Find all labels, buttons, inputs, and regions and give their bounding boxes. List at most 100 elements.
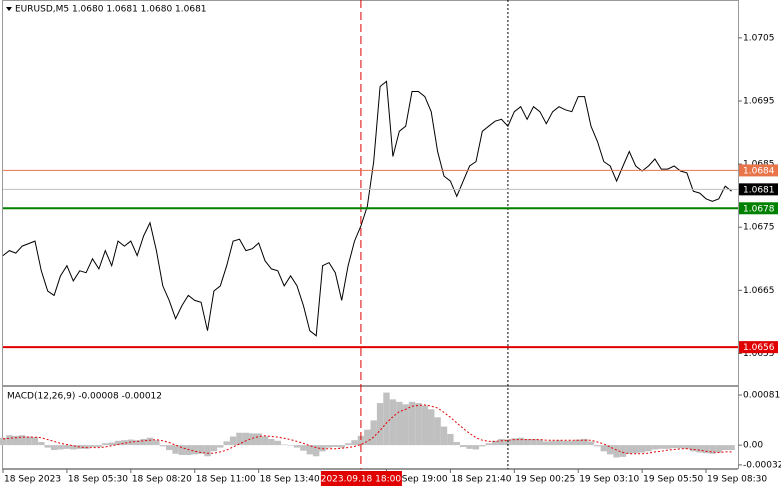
macd-bar bbox=[651, 445, 659, 450]
macd-bar bbox=[159, 445, 166, 447]
macd-bar bbox=[568, 440, 576, 446]
y-tick-label: 0.00081 bbox=[743, 391, 780, 401]
macd-bar bbox=[197, 445, 205, 454]
macd-bar bbox=[562, 440, 569, 446]
macd-bar bbox=[325, 445, 333, 448]
price-level-box bbox=[739, 341, 778, 354]
macd-bar bbox=[658, 445, 665, 449]
macd-bar bbox=[498, 438, 505, 446]
macd-bar bbox=[575, 439, 582, 446]
macd-bar bbox=[466, 445, 473, 449]
y-tick-label: 1.0655 bbox=[743, 349, 775, 359]
macd-bar bbox=[242, 432, 250, 446]
y-tick-label: 1.0705 bbox=[743, 33, 775, 43]
macd-bar bbox=[25, 436, 32, 446]
y-tick-label: 1.0665 bbox=[743, 286, 775, 296]
macd-bar bbox=[613, 445, 620, 458]
macd-bar bbox=[370, 420, 377, 446]
macd-bar bbox=[338, 445, 345, 448]
macd-bar bbox=[344, 443, 352, 446]
macd-bar bbox=[421, 405, 429, 446]
price-line bbox=[2, 80, 732, 337]
macd-bar bbox=[459, 445, 467, 447]
x-tick-label: 18 Sep 13:40 bbox=[260, 475, 320, 485]
macd-bar bbox=[229, 436, 237, 446]
macd-bar bbox=[18, 435, 26, 446]
macd-bar bbox=[204, 445, 211, 457]
macd-bar bbox=[12, 435, 19, 446]
x-tick-label: 19 Sep 05:50 bbox=[643, 475, 703, 485]
macd-bar bbox=[210, 445, 218, 452]
macd-bar bbox=[728, 445, 735, 451]
y-tick-label: 1.0675 bbox=[743, 223, 775, 233]
macd-bar bbox=[428, 409, 435, 446]
macd-bar bbox=[511, 438, 518, 446]
macd-bar bbox=[485, 443, 492, 446]
price-level-label: 1.0681 bbox=[743, 185, 775, 195]
macd-bar bbox=[172, 445, 179, 454]
macd-bar bbox=[185, 445, 192, 456]
macd-bar bbox=[523, 438, 531, 446]
macd-bar bbox=[396, 401, 403, 446]
title-arrow bbox=[6, 7, 12, 11]
macd-bar bbox=[82, 445, 90, 449]
main-panel-frame bbox=[2, 0, 739, 386]
macd-bar bbox=[332, 445, 339, 447]
x-tick-label: 18 Sep 11:00 bbox=[196, 475, 256, 485]
macd-bar bbox=[702, 445, 710, 454]
macd-bar bbox=[530, 438, 537, 446]
macd-bar bbox=[306, 445, 313, 455]
macd-bar bbox=[491, 440, 499, 446]
macd-bar bbox=[249, 433, 256, 446]
macd-bar bbox=[102, 443, 109, 446]
crosshair-label-box bbox=[320, 471, 402, 486]
macd-bar bbox=[121, 440, 128, 446]
macd-bar bbox=[402, 404, 409, 446]
macd-bar bbox=[722, 445, 729, 451]
macd-bar bbox=[479, 445, 486, 447]
macd-bar bbox=[165, 445, 173, 451]
x-tick-label: 19 Sep 03:10 bbox=[579, 475, 639, 485]
macd-bar bbox=[261, 436, 269, 446]
macd-bar bbox=[696, 445, 703, 453]
macd-bar bbox=[517, 437, 524, 446]
macd-bar bbox=[70, 445, 77, 450]
macd-bar bbox=[683, 445, 691, 449]
x-tick-label: 18 Sep 08:20 bbox=[132, 475, 192, 485]
macd-bar bbox=[408, 401, 416, 446]
macd-bar bbox=[549, 440, 556, 446]
chart-title: EURUSD,M5 1.0680 1.0681 1.0680 1.0681 bbox=[15, 5, 207, 15]
x-tick-label: 19 Sep 08:30 bbox=[707, 475, 767, 485]
macd-bar bbox=[677, 445, 684, 449]
macd-bar bbox=[153, 440, 160, 446]
macd-bar bbox=[670, 445, 678, 449]
macd-bar bbox=[447, 433, 454, 446]
y-tick-label: 1.0695 bbox=[743, 96, 775, 106]
x-tick-label: 18 Sep 19:00 bbox=[387, 475, 447, 485]
macd-bar bbox=[690, 445, 697, 452]
macd-bar bbox=[50, 445, 58, 451]
macd-bar bbox=[619, 445, 627, 457]
macd-bar bbox=[715, 445, 723, 453]
macd-bar bbox=[638, 445, 646, 453]
price-level-box bbox=[739, 183, 778, 196]
macd-bar bbox=[293, 445, 301, 448]
macd-bar bbox=[140, 438, 147, 446]
macd-bar bbox=[274, 440, 282, 446]
macd-bar bbox=[440, 426, 448, 446]
macd-bar bbox=[626, 445, 633, 454]
macd-bar bbox=[472, 445, 480, 450]
macd-bar bbox=[389, 399, 397, 446]
macd-bar bbox=[709, 445, 716, 454]
macd-bar bbox=[504, 439, 512, 446]
macd-bar bbox=[581, 438, 588, 446]
macd-bar bbox=[594, 445, 601, 447]
y-tick-label: -0.00032 bbox=[743, 460, 781, 470]
x-tick-label: 18 Sep 05:30 bbox=[68, 475, 128, 485]
macd-panel-frame bbox=[2, 386, 739, 469]
macd-bar bbox=[415, 403, 422, 446]
macd-bar bbox=[223, 441, 230, 446]
macd-bar bbox=[357, 435, 365, 446]
y-tick-label: 0.00 bbox=[743, 441, 763, 451]
